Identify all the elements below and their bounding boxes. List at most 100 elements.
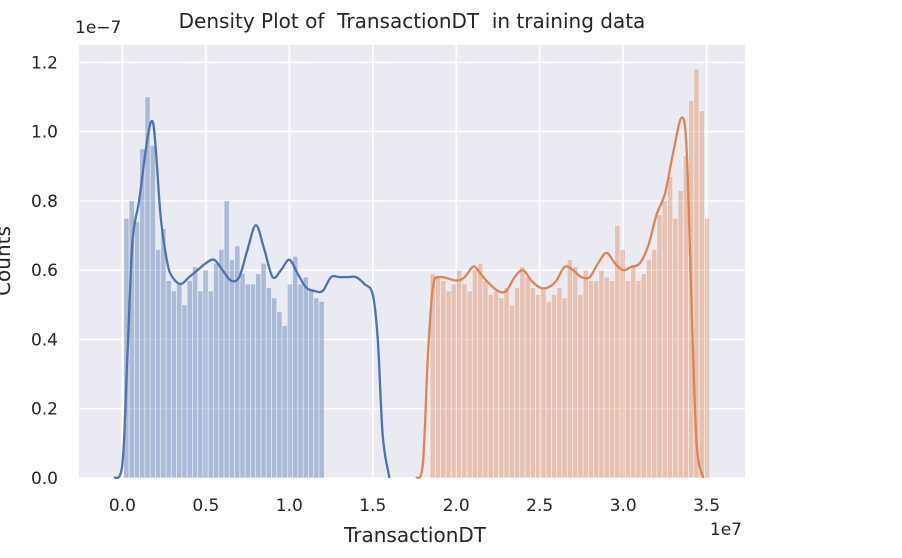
hist-bar-s1-31 [593, 280, 600, 479]
hist-bar-s1-5 [456, 269, 463, 479]
hist-bar-s0-10 [176, 283, 183, 479]
hist-bar-s1-47 [677, 190, 684, 479]
hist-bar-s1-23 [551, 294, 558, 479]
hist-bar-s1-46 [672, 217, 679, 479]
hist-bar-s1-9 [477, 262, 484, 479]
hist-bar-s1-30 [587, 280, 595, 479]
hist-bar-s1-45 [667, 176, 674, 479]
y-axis-label: Counts [0, 226, 15, 296]
hist-bar-s1-21 [540, 287, 547, 479]
plot-area [79, 45, 745, 478]
hist-bar-s1-43 [656, 214, 663, 479]
x-tick-label-2: 1.0 [276, 496, 303, 516]
hist-bar-s1-38 [630, 266, 637, 479]
hist-bar-s1-16 [514, 287, 521, 479]
hist-bar-s1-7 [466, 290, 473, 479]
hist-bar-s1-11 [487, 294, 494, 479]
hist-bar-s1-12 [493, 290, 500, 479]
hist-bar-s1-37 [624, 280, 631, 479]
hist-bar-s0-33 [297, 283, 304, 479]
hist-bar-s0-6 [155, 248, 162, 479]
hist-bar-s0-23 [244, 283, 251, 479]
hist-bar-s0-15 [202, 269, 209, 479]
hist-bar-s0-9 [170, 290, 177, 479]
kde-line-s0 [113, 119, 391, 480]
x-tick-label-6: 3.0 [610, 496, 637, 516]
hist-bar-s1-24 [556, 287, 563, 479]
hist-bar-s0-22 [239, 273, 246, 479]
hist-bar-s1-42 [651, 248, 658, 479]
hist-bar-s1-13 [498, 297, 505, 479]
hist-bar-s0-37 [318, 300, 325, 479]
hist-bar-s0-19 [223, 200, 230, 479]
hist-bar-s1-39 [635, 280, 642, 479]
hist-bar-s1-27 [572, 266, 579, 479]
hist-bar-s0-16 [207, 290, 214, 479]
hist-bar-s0-34 [302, 276, 309, 479]
hist-bar-s1-51 [698, 110, 705, 479]
kde-line-s1 [415, 116, 705, 480]
hist-bar-s1-10 [482, 280, 489, 479]
hist-bar-s0-36 [313, 297, 320, 479]
hist-bar-s0-8 [165, 280, 172, 479]
x-tick-label-3: 1.5 [359, 496, 386, 516]
hist-bar-s0-7 [160, 228, 167, 479]
hist-bar-s1-17 [519, 266, 526, 479]
hist-bar-s0-24 [250, 283, 257, 479]
x-tick-label-7: 3.5 [693, 496, 720, 516]
hist-bar-s1-8 [471, 269, 478, 479]
hist-bar-s0-30 [281, 325, 288, 479]
hist-bar-s1-14 [503, 287, 510, 479]
hist-bar-s0-14 [197, 290, 204, 479]
hist-bar-s0-28 [271, 297, 278, 479]
hist-bar-s0-32 [292, 255, 299, 479]
y-scale-label: 1e−7 [75, 18, 121, 38]
hist-bar-s0-2 [133, 221, 141, 479]
hist-bar-s1-20 [535, 294, 542, 479]
hist-bar-s1-2 [440, 280, 447, 479]
hist-bar-s0-31 [286, 283, 294, 479]
hist-bar-s1-41 [645, 259, 653, 479]
hist-bar-s1-4 [450, 283, 457, 479]
hist-bar-s1-32 [598, 269, 605, 479]
hist-bar-s0-11 [181, 304, 188, 479]
hist-bar-s1-40 [640, 273, 647, 479]
hist-bar-s0-12 [186, 280, 193, 479]
hist-bar-s1-34 [609, 280, 616, 479]
x-tick-label-5: 2.5 [526, 496, 553, 516]
hist-bar-s0-13 [192, 266, 199, 479]
y-tick-label-0: 0.0 [31, 469, 58, 489]
y-tick-label-4: 0.8 [31, 192, 58, 212]
hist-bar-s0-26 [260, 262, 267, 479]
hist-bar-s1-52 [703, 217, 711, 479]
x-tick-label-0: 0.0 [109, 496, 136, 516]
hist-bar-s0-5 [149, 145, 156, 479]
hist-bar-s1-15 [508, 304, 515, 479]
hist-bar-s0-29 [276, 311, 283, 479]
hist-bar-s1-22 [545, 300, 552, 479]
hist-bar-s1-1 [434, 276, 442, 479]
kde-curves [113, 116, 705, 480]
y-tick-label-5: 1.0 [31, 123, 58, 143]
hist-bar-s1-25 [561, 297, 568, 479]
hist-bar-s0-20 [228, 259, 236, 479]
y-tick-labels: 0.0 0.2 0.4 0.6 0.8 1.0 1.2 [31, 53, 58, 489]
hist-bar-s1-36 [619, 248, 626, 479]
hist-bar-s1-18 [524, 276, 531, 479]
y-tick-label-6: 1.2 [31, 53, 58, 73]
y-tick-label-1: 0.2 [31, 400, 58, 420]
hist-bar-s0-18 [218, 248, 225, 479]
y-tick-label-3: 0.6 [31, 261, 58, 281]
hist-bar-s1-3 [445, 290, 452, 479]
hist-bar-s0-25 [255, 273, 262, 479]
x-axis-label: TransactionDT [343, 523, 487, 547]
hist-bar-s1-26 [566, 259, 573, 479]
hist-bar-s1-33 [603, 276, 610, 479]
x-tick-labels: 0.0 0.5 1.0 1.5 2.0 2.5 3.0 3.5 [109, 496, 720, 516]
x-tick-label-4: 2.0 [443, 496, 470, 516]
hist-bar-s1-6 [461, 283, 468, 479]
hist-bar-s1-19 [529, 287, 537, 479]
hist-bar-s0-27 [265, 287, 272, 479]
hist-bar-s1-29 [582, 269, 589, 479]
